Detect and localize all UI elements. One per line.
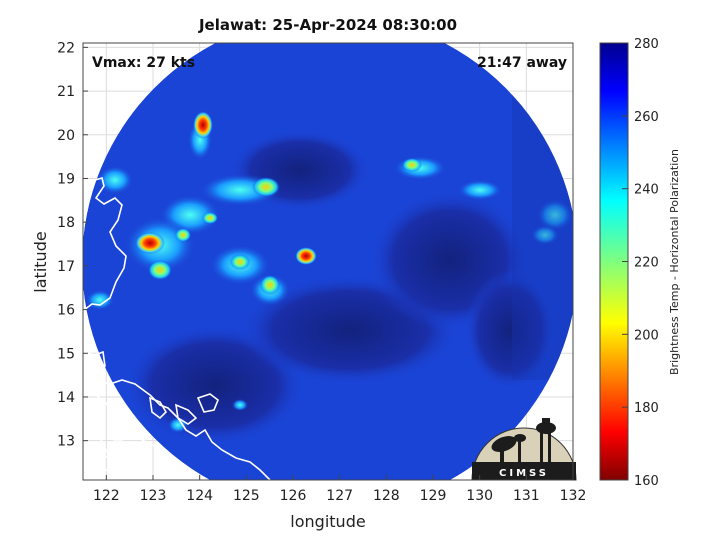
- x-tick-label: 126: [280, 488, 307, 504]
- y-tick-label: 13: [57, 434, 75, 450]
- y-tick-label: 19: [57, 171, 75, 187]
- y-tick-label: 17: [57, 259, 75, 275]
- vmax-annotation: Vmax: 27 kts: [92, 55, 195, 71]
- brightness-temp-swath: [83, 43, 573, 480]
- x-tick-label: 122: [93, 488, 120, 504]
- colorbar-label: Brightness Temp - Horizontal Polarizatio…: [668, 149, 681, 375]
- x-tick-label: 130: [466, 488, 493, 504]
- x-tick-label: 127: [326, 488, 353, 504]
- y-axis-ticks: 13 14 15 16 17 18 19 20 21 22: [57, 40, 88, 450]
- x-tick-label: 123: [140, 488, 167, 504]
- x-axis-ticks: 122 123 124 125 126 127 128 129 130 131 132: [93, 475, 586, 504]
- y-tick-label: 14: [57, 390, 75, 406]
- time-away-annotation: 21:47 away: [477, 55, 567, 71]
- colorbar-tick-label: 180: [634, 401, 659, 416]
- colorbar-tick-label: 240: [634, 183, 659, 198]
- x-axis-label: longitude: [290, 512, 365, 531]
- x-tick-label: 131: [513, 488, 540, 504]
- cimss-logo: CIMSS: [471, 418, 577, 481]
- colorbar-tick-label: 200: [634, 328, 659, 343]
- y-tick-label: 18: [57, 215, 75, 231]
- y-tick-label: 21: [57, 84, 75, 100]
- y-axis-label: latitude: [31, 231, 50, 292]
- chart-title: Jelawat: 25-Apr-2024 08:30:00: [198, 16, 457, 34]
- y-tick-label: 20: [57, 128, 75, 144]
- x-tick-label: 125: [233, 488, 260, 504]
- coastlines: [83, 177, 271, 480]
- y-tick-label: 22: [57, 40, 75, 56]
- x-tick-label: 129: [420, 488, 447, 504]
- colorbar-tick-label: 220: [634, 256, 659, 271]
- plot-frame: [82, 42, 574, 481]
- y-tick-label: 15: [57, 346, 75, 362]
- colorbar-tick-label: 260: [634, 110, 659, 125]
- colorbar-ticks: 160 180 200 220 240 260 280: [622, 37, 659, 489]
- x-tick-label: 128: [373, 488, 400, 504]
- x-tick-label: 132: [560, 488, 587, 504]
- y-tick-label: 16: [57, 303, 75, 319]
- colorbar-tick-label: 160: [634, 474, 659, 489]
- logo-text: CIMSS: [499, 468, 549, 479]
- colorbar-tick-label: 280: [634, 37, 659, 52]
- x-tick-label: 124: [186, 488, 213, 504]
